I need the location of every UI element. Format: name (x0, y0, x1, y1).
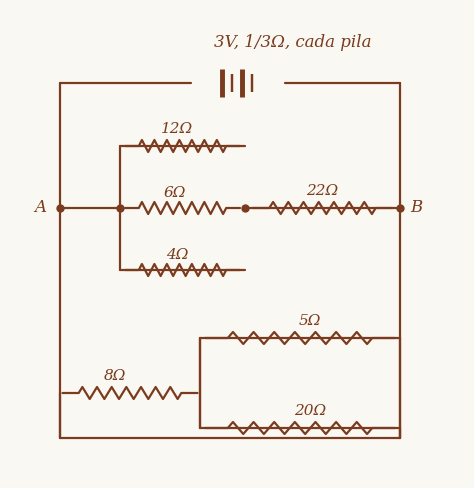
Text: 3V, 1/3Ω, cada pila: 3V, 1/3Ω, cada pila (214, 34, 372, 51)
Text: 8Ω: 8Ω (104, 369, 126, 383)
Text: 4Ω: 4Ω (166, 248, 189, 262)
Text: 6Ω: 6Ω (164, 186, 186, 200)
Text: 5Ω: 5Ω (299, 314, 321, 328)
Text: 12Ω: 12Ω (162, 122, 193, 136)
Text: 20Ω: 20Ω (294, 404, 326, 418)
Text: A: A (34, 200, 46, 217)
Text: 22Ω: 22Ω (306, 184, 338, 198)
Text: B: B (410, 200, 422, 217)
